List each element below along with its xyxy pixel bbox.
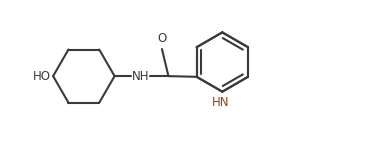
Text: HO: HO <box>33 70 51 83</box>
Text: O: O <box>157 32 166 45</box>
Text: NH: NH <box>132 70 149 83</box>
Text: HN: HN <box>212 96 229 109</box>
